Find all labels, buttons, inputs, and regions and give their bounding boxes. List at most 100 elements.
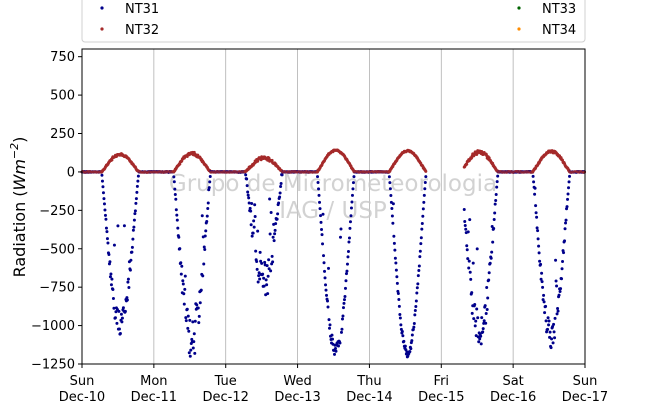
- nt31-point: [104, 226, 108, 230]
- nt31-point: [271, 260, 275, 264]
- nt31-point: [347, 236, 351, 240]
- nt31-point: [544, 304, 548, 308]
- nt31-point: [134, 197, 138, 201]
- nt31-point: [418, 255, 422, 259]
- nt31-point: [394, 268, 398, 272]
- nt31-point: [391, 221, 395, 225]
- nt31-point: [136, 179, 140, 183]
- nt31-point: [279, 182, 283, 186]
- nt31-point: [276, 212, 280, 216]
- nt31-point: [172, 180, 176, 184]
- nt31-point: [102, 202, 106, 206]
- nt31-point: [258, 277, 262, 281]
- legend-marker-nt33: [517, 6, 521, 10]
- y-axis-label-close: ): [10, 137, 29, 143]
- nt31-point: [110, 277, 114, 281]
- nt31-point: [414, 304, 418, 308]
- nt31-point: [120, 320, 124, 324]
- nt31-point: [193, 351, 197, 355]
- nt31-point: [186, 314, 190, 318]
- nt31-point: [485, 307, 489, 311]
- nt31-point: [542, 300, 546, 304]
- nt31-point: [493, 202, 497, 206]
- nt31-point: [534, 211, 538, 215]
- nt31-point: [278, 195, 282, 199]
- legend-label-nt31: NT31: [125, 2, 159, 17]
- nt31-point: [465, 248, 469, 252]
- x-tick-date: Dec-15: [418, 390, 464, 405]
- nt31-point: [349, 214, 353, 218]
- nt31-point: [181, 279, 185, 283]
- nt31-point: [387, 175, 391, 179]
- nt31-point: [336, 344, 340, 348]
- nt31-point: [263, 260, 267, 264]
- nt31-point: [555, 284, 559, 288]
- nt31-point: [323, 269, 327, 273]
- nt31-point: [202, 245, 206, 249]
- nt31-point: [403, 344, 407, 348]
- nt31-point: [413, 313, 417, 317]
- nt31-point: [244, 173, 248, 177]
- nt31-point: [414, 299, 418, 303]
- nt31-point: [103, 208, 107, 212]
- nt31-point: [393, 256, 397, 260]
- nt31-point: [423, 187, 427, 191]
- nt31-point: [205, 214, 209, 218]
- nt31-point: [192, 340, 196, 344]
- nt31-point: [470, 311, 474, 315]
- nt31-point: [549, 346, 553, 350]
- nt31-point: [253, 214, 257, 218]
- nt31-point: [113, 316, 117, 320]
- nt31-point: [400, 330, 404, 334]
- legend: NT31 NT32 NT33 NT34: [100, 2, 576, 38]
- x-tick-day: Wed: [283, 374, 311, 389]
- x-tick-day: Mon: [140, 374, 167, 389]
- nt31-point: [350, 200, 354, 204]
- nt31-point: [393, 248, 397, 252]
- nt31-point: [467, 266, 471, 270]
- nt31-point: [410, 339, 414, 343]
- nt31-point: [120, 316, 124, 320]
- nt31-point: [316, 180, 320, 184]
- nt31-point: [490, 250, 494, 254]
- nt31-point: [195, 303, 199, 307]
- nt31-point: [345, 269, 349, 273]
- legend-label-nt34: NT34: [542, 23, 576, 38]
- nt31-point: [190, 337, 194, 341]
- nt31-point: [392, 234, 396, 238]
- nt31-point: [567, 186, 571, 190]
- nt31-point: [554, 279, 558, 283]
- nt31-point: [466, 257, 470, 261]
- nt31-point: [474, 319, 478, 323]
- nt31-point: [112, 243, 116, 247]
- nt31-point: [390, 214, 394, 218]
- nt31-point: [565, 205, 569, 209]
- y-tick-label: −1250: [31, 358, 75, 373]
- nt31-point: [200, 214, 204, 218]
- nt31-point: [125, 298, 129, 302]
- nt31-point: [344, 272, 348, 276]
- nt31-point: [266, 274, 270, 278]
- y-axis-label: Radiation (Wm−2): [8, 137, 29, 278]
- nt31-point: [123, 309, 127, 313]
- nt31-point: [548, 330, 552, 334]
- nt31-point: [267, 267, 271, 271]
- nt31-point: [492, 227, 496, 231]
- nt31-point: [319, 214, 323, 218]
- nt31-point: [481, 330, 485, 334]
- nt31-point: [246, 193, 250, 197]
- nt31-point: [247, 201, 251, 205]
- nt31-point: [116, 224, 120, 228]
- nt31-point: [422, 200, 426, 204]
- nt31-point: [187, 329, 191, 333]
- nt31-point: [277, 201, 281, 205]
- nt31-point: [560, 267, 564, 271]
- nt31-point: [175, 218, 179, 222]
- nt31-point: [321, 212, 325, 216]
- legend-label-nt32: NT32: [125, 23, 159, 38]
- nt31-point: [192, 332, 196, 336]
- nt31-point: [206, 207, 210, 211]
- nt31-point: [479, 342, 483, 346]
- nt31-point: [185, 307, 189, 311]
- nt31-point: [254, 249, 258, 253]
